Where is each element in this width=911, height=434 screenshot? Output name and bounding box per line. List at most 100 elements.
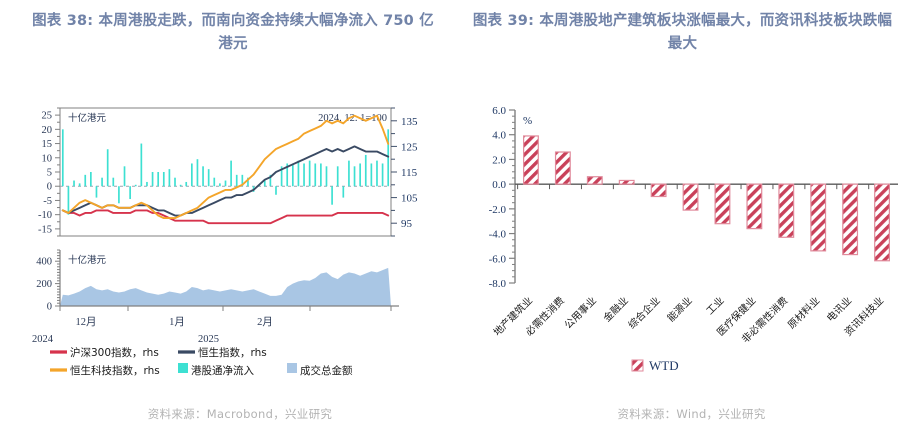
southbound-flow-bar — [331, 186, 333, 205]
y-axis-label: 4.0 — [492, 130, 506, 142]
southbound-flow-bar — [78, 183, 81, 187]
sector-bar — [682, 183, 699, 211]
sector-bar — [874, 183, 890, 262]
southbound-flow-bar — [106, 149, 109, 187]
y-axis-label-left: 5 — [47, 168, 52, 179]
turnover-y-label: 0 — [47, 302, 52, 313]
southbound-flow-bar — [286, 163, 289, 187]
figure-39-chart: 6.04.02.00.0-2.0-4.0-6.0-8.0%地产建筑业必需性消费公… — [489, 105, 898, 373]
y-axis-label-right: 115 — [401, 167, 418, 179]
y-axis-label: 0.0 — [492, 179, 506, 191]
southbound-flow-bar — [196, 159, 199, 187]
turnover-y-label: 200 — [36, 279, 52, 290]
legend-label: 港股通净流入 — [191, 364, 254, 377]
legend-label: WTD — [649, 358, 679, 373]
x-axis-year-label: 2024 — [32, 334, 54, 345]
y-axis-label: -8.0 — [489, 278, 507, 290]
southbound-flow-bar — [219, 183, 221, 187]
southbound-flow-bar — [185, 181, 188, 187]
southbound-flow-bar — [129, 186, 131, 200]
southbound-flow-bar — [381, 163, 384, 187]
x-axis-category-label: 能源业 — [664, 294, 694, 324]
southbound-flow-bar — [123, 166, 126, 187]
southbound-flow-bar — [320, 163, 322, 187]
turnover-y-label: 400 — [36, 257, 52, 268]
southbound-flow-bar — [359, 163, 361, 187]
southbound-flow-bar — [67, 186, 70, 215]
southbound-flow-bar — [342, 186, 345, 198]
southbound-flow-bar — [202, 166, 204, 187]
legend-label: 成交总金额 — [300, 364, 353, 377]
southbound-flow-bar — [90, 172, 92, 187]
turnover-area — [60, 267, 391, 306]
sector-bar — [650, 183, 667, 198]
southbound-flow-bar — [162, 172, 165, 187]
figure-39-title: 图表 39: 本周港股地产建筑板块涨幅最大，而资讯科技板块跌幅最大 — [472, 13, 893, 53]
figure-39-panel: 图表 39: 本周港股地产建筑板块涨幅最大，而资讯科技板块跌幅最大 6.0 4.0… — [460, 0, 911, 434]
index-line — [61, 114, 390, 220]
y-axis-label: -4.0 — [489, 229, 507, 241]
x-axis-category-label: 综合企业 — [625, 294, 662, 331]
x-axis-label: 12月 — [76, 316, 97, 328]
legend-swatch — [631, 359, 644, 372]
y-axis-label: -6.0 — [489, 253, 507, 265]
southbound-flow-bar — [364, 154, 367, 187]
y-axis-label: -2.0 — [489, 204, 507, 216]
southbound-flow-bar — [235, 174, 238, 187]
southbound-flow-bar — [134, 184, 137, 187]
southbound-flow-bar — [168, 169, 171, 187]
southbound-flow-bar — [140, 143, 143, 187]
y-axis-label-left: 25 — [42, 111, 53, 122]
southbound-flow-bar — [112, 177, 115, 187]
southbound-flow-bar — [190, 163, 193, 187]
y-axis-label: 2.0 — [492, 154, 506, 166]
southbound-flow-bar — [325, 166, 328, 187]
y-axis-unit-label: % — [523, 115, 532, 127]
sector-bar — [746, 183, 763, 230]
southbound-flow-bar — [230, 160, 232, 187]
southbound-flow-bar — [370, 163, 373, 187]
southbound-flow-bar — [118, 186, 120, 204]
sector-bar — [523, 135, 539, 185]
y-axis-label-left: 10 — [42, 153, 53, 164]
x-axis-category-label: 原材料业 — [785, 294, 822, 331]
y-axis-label-right: 125 — [401, 141, 418, 153]
southbound-flow-bar — [291, 163, 294, 187]
southbound-flow-bar — [179, 184, 182, 187]
southbound-flow-bar — [263, 180, 266, 187]
y-axis-label-left: 20 — [42, 125, 53, 136]
legend-square-swatch — [287, 363, 297, 373]
sector-bar — [810, 183, 827, 252]
southbound-flow-bar — [241, 174, 244, 187]
southbound-flow-bar — [73, 180, 75, 187]
southbound-flow-bar — [95, 186, 98, 198]
southbound-flow-bar — [303, 163, 305, 187]
sector-bar — [714, 183, 731, 225]
y-axis-label-left: -5 — [43, 196, 52, 207]
southbound-flow-bar — [224, 180, 227, 187]
southbound-flow-bar — [101, 177, 103, 187]
southbound-flow-bar — [376, 160, 378, 187]
southbound-flow-bar — [387, 129, 390, 187]
southbound-flow-bar — [61, 129, 64, 187]
y-axis-label-right: 135 — [401, 116, 418, 128]
x-axis-category-label: 金融业 — [600, 294, 630, 324]
rebase-note: 2024. 12. 1=100 — [318, 113, 387, 124]
southbound-flow-bar — [146, 181, 148, 187]
turnover-unit-label: 十亿港元 — [68, 254, 107, 266]
x-axis-category-label: 公用事业 — [561, 294, 598, 331]
y-axis-label-left: -15 — [38, 224, 52, 235]
index-line — [61, 209, 390, 225]
southbound-flow-bar — [348, 160, 350, 187]
southbound-flow-bar — [308, 160, 311, 187]
main-unit-label: 十亿港元 — [68, 112, 107, 124]
y-axis-label-left: -10 — [38, 210, 52, 221]
x-axis-category-label: 电讯业 — [824, 294, 854, 324]
sector-bar — [778, 183, 795, 238]
southbound-flow-bar — [84, 174, 87, 187]
sector-bar — [554, 151, 571, 185]
southbound-flow-bar — [314, 163, 317, 187]
sector-bar — [618, 179, 635, 185]
y-axis-label-right: 105 — [401, 193, 418, 205]
